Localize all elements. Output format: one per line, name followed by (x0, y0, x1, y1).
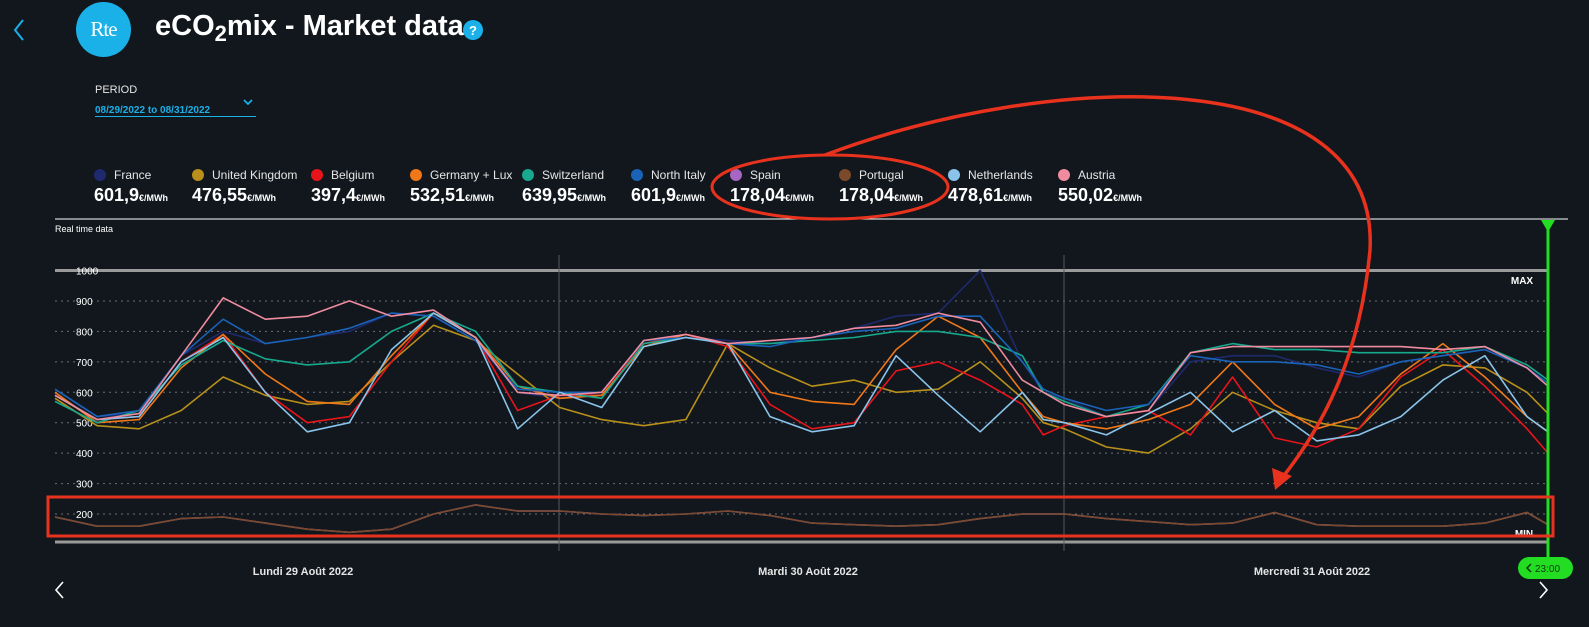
legend-value: 478,61€/MWh (948, 185, 1032, 206)
legend-dot (94, 169, 106, 181)
legend-price: 601,9 (631, 185, 677, 205)
legend-dot (410, 169, 422, 181)
legend-unit: €/MWh (139, 193, 169, 203)
legend-unit: €/MWh (577, 193, 607, 203)
time-marker-value: 23:00 (1535, 564, 1560, 575)
legend-dot (948, 169, 960, 181)
rte-logo: Rte (76, 2, 131, 57)
title-subscript: 2 (214, 21, 227, 46)
period-select[interactable]: 08/29/2022 to 08/31/2022 (95, 99, 256, 117)
y-tick-label: 700 (76, 358, 93, 369)
y-tick-label: 600 (76, 388, 93, 399)
legend-price: 476,55 (192, 185, 248, 205)
legend-unit: €/MWh (676, 193, 706, 203)
y-tick-label: 500 (76, 419, 93, 430)
legend-value: 601,9€/MWh (94, 185, 168, 206)
legend-dot (311, 169, 323, 181)
legend-unit: €/MWh (1003, 193, 1033, 203)
series-line-north-italy (54, 312, 1549, 418)
legend-name: United Kingdom (212, 168, 298, 182)
legend-dot (730, 169, 742, 181)
legend-unit: €/MWh (356, 193, 386, 203)
legend-name: Germany + Lux (430, 168, 513, 182)
series-line-germany-lux (54, 312, 1549, 433)
legend-unit: €/MWh (894, 193, 924, 203)
legend-value: 476,55€/MWh (192, 185, 276, 206)
legend-value: 397,4€/MWh (311, 185, 385, 206)
legend-value: 532,51€/MWh (410, 185, 494, 206)
legend-value: 178,04€/MWh (839, 185, 923, 206)
legend-unit: €/MWh (1113, 193, 1143, 203)
period-label: PERIOD (95, 84, 138, 96)
legend-price: 639,95 (522, 185, 578, 205)
legend-name: France (114, 168, 152, 182)
chart-next-arrow-icon[interactable] (1539, 581, 1549, 599)
annotation-arrowhead-icon (1272, 468, 1292, 490)
legend-price: 178,04 (730, 185, 786, 205)
help-icon[interactable]: ? (463, 20, 483, 40)
series-line-france (54, 269, 1549, 418)
chevron-down-icon (243, 99, 253, 106)
y-tick-label: 300 (76, 480, 93, 491)
legend-price: 532,51 (410, 185, 466, 205)
legend-dot (192, 169, 204, 181)
back-arrow-icon[interactable] (10, 16, 30, 44)
legend-price: 178,04 (839, 185, 895, 205)
legend-name: Austria (1078, 168, 1116, 182)
annotation-min-box (46, 495, 1555, 538)
legend-name: Portugal (859, 168, 904, 182)
legend-unit: €/MWh (247, 193, 277, 203)
legend-name: Belgium (331, 168, 375, 182)
help-label: ? (469, 22, 477, 38)
series-line-spain (54, 504, 1549, 534)
legend-price: 397,4 (311, 185, 357, 205)
day-label: Mercredi 31 Août 2022 (1254, 566, 1370, 578)
day-label: Lundi 29 Août 2022 (253, 566, 353, 578)
legend-value: 639,95€/MWh (522, 185, 606, 206)
chevron-left-icon (1525, 563, 1532, 573)
legend-dot (839, 169, 851, 181)
logo-text: Rte (90, 17, 117, 41)
annotation-arrow (824, 95, 1372, 480)
legend-value: 601,9€/MWh (631, 185, 705, 206)
series-line-netherlands (54, 312, 1549, 442)
title-rest: mix - Market data (226, 10, 464, 42)
day-label: Mardi 30 Août 2022 (758, 566, 858, 578)
legend-name: Netherlands (968, 168, 1033, 182)
realtime-label: Real time data (55, 224, 113, 234)
max-label: MAX (1511, 276, 1534, 287)
series-line-belgium (54, 312, 1549, 454)
legend-name: North Italy (651, 168, 706, 182)
legend-dot (522, 169, 534, 181)
legend-name: Spain (750, 168, 781, 182)
legend-unit: €/MWh (465, 193, 495, 203)
series-line-united-kingdom (54, 324, 1549, 454)
chart-prev-arrow-icon[interactable] (54, 581, 64, 599)
series-line-switzerland (54, 312, 1549, 424)
time-marker-pill[interactable] (1518, 557, 1573, 579)
legend-value: 178,04€/MWh (730, 185, 814, 206)
series-line-austria (54, 297, 1549, 421)
title-main: eCO (155, 10, 215, 42)
legend-price: 601,9 (94, 185, 140, 205)
y-tick-label: 1000 (76, 267, 99, 278)
legend-name: Switzerland (542, 168, 605, 182)
time-marker-handle-icon[interactable] (1541, 220, 1555, 232)
legend-value: 550,02€/MWh (1058, 185, 1142, 206)
page-title: eCO2mix - Market data (155, 10, 464, 47)
annotation-ellipse (710, 153, 950, 221)
period-value: 08/29/2022 to 08/31/2022 (95, 105, 211, 116)
y-tick-label: 900 (76, 297, 93, 308)
legend-dot (1058, 169, 1070, 181)
legend-unit: €/MWh (785, 193, 815, 203)
legend-price: 478,61 (948, 185, 1004, 205)
legend-dot (631, 169, 643, 181)
legend-price: 550,02 (1058, 185, 1114, 205)
y-tick-label: 400 (76, 449, 93, 460)
series-line-portugal (54, 504, 1549, 534)
y-tick-label: 800 (76, 327, 93, 338)
y-tick-label: 200 (76, 510, 93, 521)
